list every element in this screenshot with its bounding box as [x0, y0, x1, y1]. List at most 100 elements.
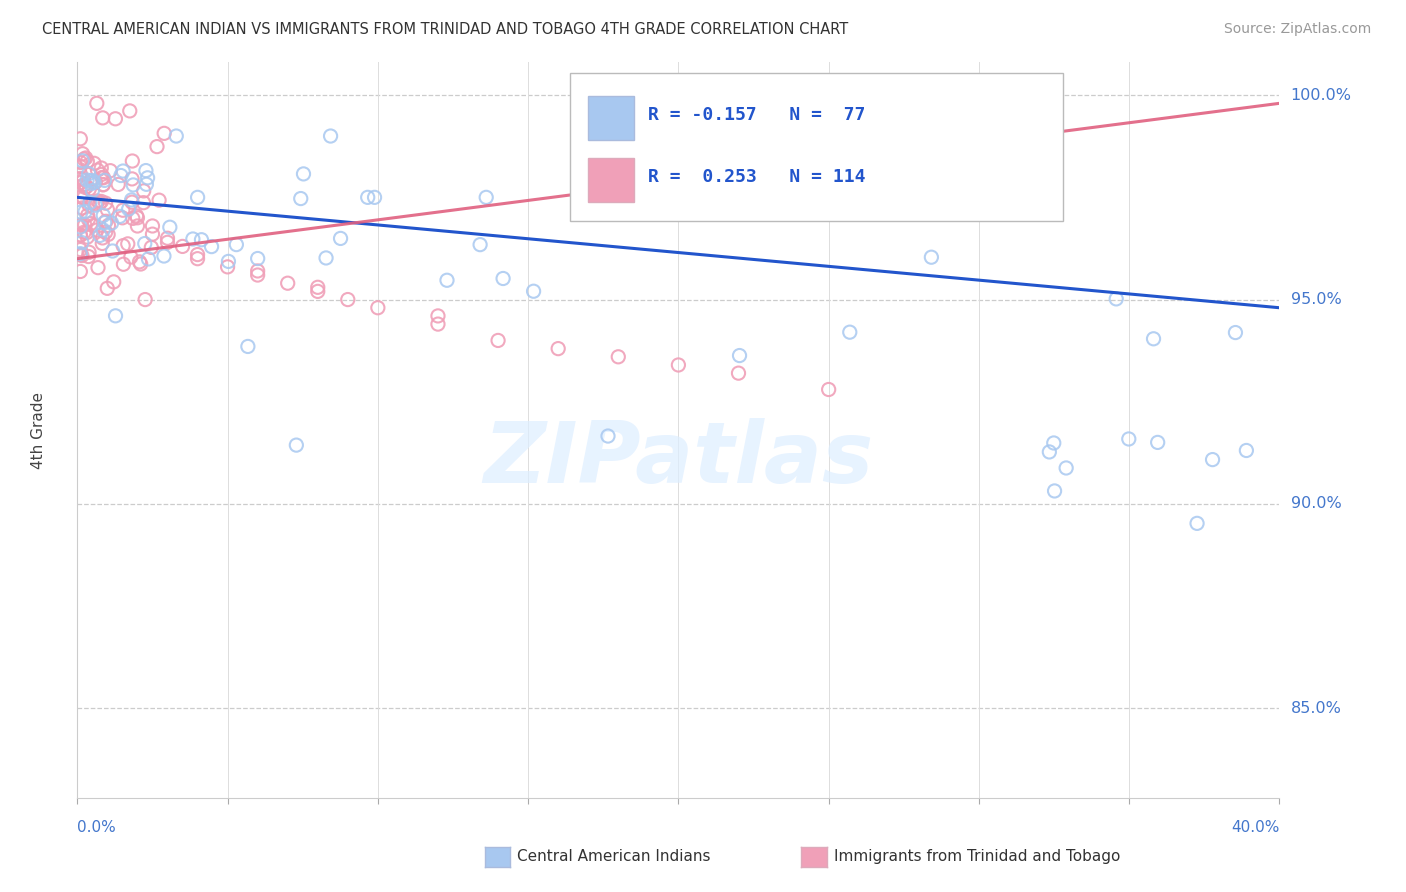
Point [1043, 483, 1066, 498]
Point [129, 257, 152, 271]
Point [319, 128, 342, 143]
Point [165, 128, 187, 143]
Point [118, 202, 141, 216]
Point [77, 250, 100, 264]
Point [141, 240, 163, 254]
Point [427, 317, 450, 331]
Point [246, 264, 269, 278]
Text: R =  0.253   N = 114: R = 0.253 N = 114 [648, 168, 866, 186]
Point [69, 247, 91, 261]
Point [1054, 461, 1077, 475]
Text: 4th Grade: 4th Grade [31, 392, 46, 469]
Point [96, 202, 118, 217]
Point [77, 167, 100, 181]
Point [1105, 292, 1128, 306]
Point [436, 273, 458, 287]
Point [84, 175, 107, 189]
Point [121, 193, 143, 207]
Point [118, 103, 141, 118]
Point [83, 219, 105, 233]
Point [122, 178, 145, 192]
Point [76, 173, 98, 187]
Point [90, 168, 112, 182]
Point [86, 196, 108, 211]
Point [69, 228, 91, 243]
Point [69, 243, 91, 257]
Point [110, 169, 132, 183]
Point [76, 226, 98, 240]
Point [1042, 436, 1064, 450]
Point [187, 190, 209, 204]
Point [73, 204, 96, 219]
Point [72, 146, 94, 161]
Point [1146, 435, 1168, 450]
Point [69, 246, 91, 260]
Point [181, 232, 204, 246]
Point [1201, 452, 1223, 467]
Point [108, 210, 131, 224]
Point [607, 350, 630, 364]
Point [704, 190, 727, 204]
Point [72, 172, 94, 186]
Point [1234, 443, 1257, 458]
Point [73, 191, 96, 205]
Text: Source: ZipAtlas.com: Source: ZipAtlas.com [1223, 22, 1371, 37]
Point [290, 192, 312, 206]
Point [76, 230, 98, 244]
Point [141, 227, 163, 242]
Point [101, 244, 124, 258]
Point [486, 334, 509, 348]
Point [82, 184, 104, 198]
Point [225, 237, 247, 252]
Point [336, 293, 359, 307]
Point [120, 250, 142, 264]
Point [83, 156, 105, 170]
Point [82, 173, 104, 187]
Point [186, 247, 209, 261]
Point [91, 111, 114, 125]
Point [1038, 445, 1060, 459]
Point [427, 309, 450, 323]
Text: 90.0%: 90.0% [1291, 497, 1341, 511]
Point [69, 132, 91, 146]
Point [367, 301, 389, 315]
Point [200, 239, 222, 253]
Point [69, 220, 91, 235]
Point [75, 151, 97, 165]
Point [277, 277, 299, 291]
Point [292, 167, 315, 181]
Point [103, 275, 125, 289]
Point [121, 195, 143, 210]
Point [148, 193, 170, 207]
Point [96, 281, 118, 295]
Point [89, 195, 111, 210]
Point [128, 255, 150, 269]
Point [79, 195, 101, 210]
Point [217, 260, 239, 274]
Point [91, 209, 114, 223]
Point [329, 231, 352, 245]
Point [121, 172, 143, 186]
Point [134, 293, 156, 307]
FancyBboxPatch shape [588, 158, 634, 202]
Point [77, 198, 100, 212]
Point [307, 285, 329, 299]
Point [97, 219, 120, 233]
Point [89, 228, 111, 243]
Point [547, 342, 569, 356]
Point [76, 208, 98, 222]
Point [70, 218, 93, 232]
Point [98, 163, 121, 178]
Point [132, 184, 155, 198]
Point [77, 212, 100, 227]
Point [84, 198, 107, 212]
Point [475, 190, 498, 204]
Point [156, 235, 179, 250]
Point [83, 175, 105, 189]
Text: Central American Indians: Central American Indians [517, 849, 711, 863]
Point [79, 174, 101, 188]
Point [94, 214, 117, 228]
Point [363, 190, 385, 204]
Point [70, 189, 93, 203]
Point [156, 231, 179, 245]
